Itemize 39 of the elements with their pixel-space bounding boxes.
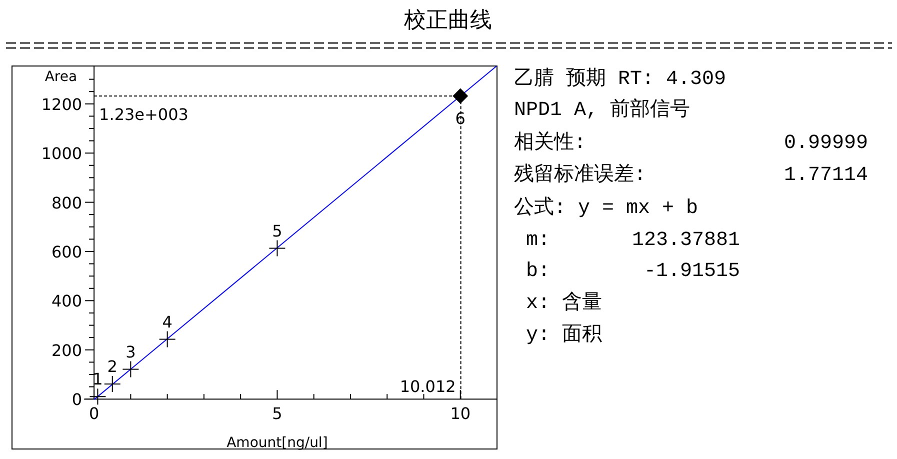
text: 乙腈 预期 RT: 4.309 bbox=[514, 67, 726, 91]
annotation: 2 bbox=[107, 357, 118, 376]
ref-line-label: 10.012 bbox=[400, 377, 456, 396]
ref-line-label: 1.23e+003 bbox=[99, 105, 188, 124]
chart-title: 校正曲线 bbox=[403, 7, 492, 32]
annotation: 5 bbox=[272, 221, 282, 240]
text: y: 面积 bbox=[526, 324, 602, 347]
text: 公式: y = mx + b bbox=[514, 196, 698, 220]
text: m: bbox=[526, 229, 550, 252]
point bbox=[452, 88, 468, 104]
y-tick-label: 600 bbox=[52, 242, 82, 262]
y-tick-label: 400 bbox=[52, 292, 82, 311]
text: 0.99999 bbox=[784, 132, 868, 155]
x-tick-label: 5 bbox=[272, 404, 282, 424]
y-tick-label: 1200 bbox=[41, 94, 82, 114]
text: NPD1 A, 前部信号 bbox=[514, 98, 690, 122]
x-tick-label: 0 bbox=[88, 404, 100, 424]
text: 123.37881 bbox=[632, 229, 740, 252]
annotation: 4 bbox=[162, 312, 172, 332]
y-tick-label: 1000 bbox=[41, 144, 82, 164]
point bbox=[268, 240, 286, 257]
text: 1.77114 bbox=[784, 164, 868, 187]
point bbox=[104, 376, 121, 393]
text: 残留标准误差: bbox=[514, 163, 646, 187]
point bbox=[158, 330, 176, 348]
x-tick-label: 10 bbox=[450, 404, 471, 424]
y-tick-label: 200 bbox=[52, 340, 82, 360]
text: b: bbox=[526, 260, 550, 283]
x-axis-title: Amount[ng/ul] bbox=[226, 435, 328, 451]
annotation: 3 bbox=[126, 342, 136, 362]
y-tick-label: 0 bbox=[72, 390, 82, 410]
text: -1.91515 bbox=[644, 260, 740, 283]
annotation: 6 bbox=[455, 109, 466, 128]
y-axis-title: Area bbox=[44, 69, 78, 85]
text: 相关性: bbox=[514, 131, 586, 155]
annotation: 1 bbox=[92, 370, 103, 389]
y-tick-label: 800 bbox=[52, 193, 82, 212]
text: x: 含量 bbox=[526, 291, 602, 315]
point bbox=[122, 360, 140, 378]
